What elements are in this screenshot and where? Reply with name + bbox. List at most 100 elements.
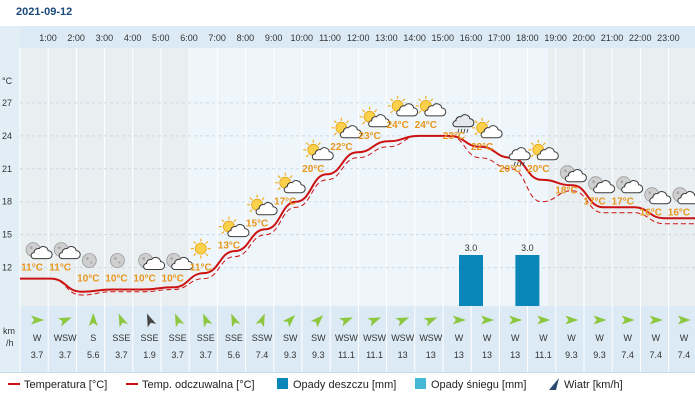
temp-label: 11°C: [190, 263, 212, 274]
sun-icon: [190, 238, 211, 259]
wind-direction-label: SSE: [112, 333, 130, 343]
wind-arrow-icon: [537, 315, 551, 325]
wind-direction-label: W: [595, 333, 604, 343]
storm-cloud-icon: [452, 114, 475, 133]
hour-label: 1:00: [39, 33, 57, 43]
wind-direction-label: WSW: [363, 333, 386, 343]
hour-label: 22:00: [629, 33, 652, 43]
hour-label: 10:00: [291, 33, 314, 43]
temp-label: 16°C: [640, 208, 662, 219]
temp-label: 18°C: [555, 186, 577, 197]
temperature-line: [20, 134, 695, 293]
legend-item: Opady deszczu [mm]: [277, 378, 396, 391]
moon-icon: [81, 253, 97, 268]
wind-direction-label: SW: [283, 333, 298, 343]
wind-arrow-icon: [593, 315, 607, 325]
wind-speed-label: 3.7: [200, 350, 213, 360]
rain-bars: [459, 255, 540, 306]
wind-direction-label: WSW: [391, 333, 414, 343]
wind-speed-label: 13: [454, 350, 464, 360]
legend-label: Temp. odczuwalna [°C]: [142, 379, 255, 391]
moon-cloud-icon: [166, 253, 194, 270]
temp-label: 13°C: [218, 241, 240, 252]
legend-label: Temperatura [°C]: [24, 379, 107, 391]
wind-speed-label: 13: [510, 350, 520, 360]
moon-cloud-icon: [25, 242, 53, 260]
temp-label: 24°C: [387, 120, 409, 131]
rain-value-label: 3.0: [465, 243, 478, 253]
hour-label: 23:00: [657, 33, 680, 43]
rain-bar: [515, 255, 540, 306]
y-tick-label: 18: [2, 197, 12, 207]
rain-bar: [459, 255, 483, 306]
wind-direction-label: WSW: [54, 333, 77, 343]
wind-arrow-icon: [565, 315, 579, 325]
hour-label: 8:00: [237, 33, 255, 43]
wind-speed-label: 9.3: [312, 350, 325, 360]
moon-cloud-icon: [616, 176, 644, 194]
wind-arrow-icon: [255, 313, 265, 328]
temp-label: 10°C: [77, 274, 99, 285]
wind-speed-label: 9.3: [593, 350, 606, 360]
temperature-labels: 11°C 11°C 10°C 10°C 10°C 10°C 11°C 13°C 15°C 17°C…: [21, 120, 690, 285]
wind-arrow-icon: [118, 313, 128, 328]
wind-arrow-icon: [146, 313, 157, 328]
wind-arrow-icon: [649, 315, 663, 325]
sun-cloud-icon: [528, 139, 559, 161]
wind-direction-label: WSW: [419, 333, 442, 343]
wind-arrow-icon: [203, 313, 213, 328]
legend: Temperatura [°C] Temp. odczuwalna [°C] Opa…: [8, 378, 623, 391]
temp-label: 10°C: [105, 274, 127, 285]
hour-label: 9:00: [265, 33, 283, 43]
legend-item: Wiatr [km/h]: [549, 378, 623, 391]
temp-label: 22°C: [471, 142, 493, 153]
legend-item: Opady śniegu [mm]: [415, 378, 526, 391]
temp-label: 10°C: [133, 274, 155, 285]
wind-speed-label: 11.1: [535, 350, 552, 360]
wind-speed-label: 7.4: [678, 350, 691, 360]
temp-label: 15°C: [246, 219, 268, 230]
legend-item: Temp. odczuwalna [°C]: [126, 379, 255, 391]
temp-label: 10°C: [162, 274, 184, 285]
temp-label: 23°C: [358, 131, 380, 142]
hour-label: 15:00: [432, 33, 455, 43]
wind-speed-label: 1.9: [143, 350, 156, 360]
wind-speed-label: 11.1: [366, 350, 383, 360]
wind-arrow-icon: [57, 317, 72, 327]
sun-cloud-icon: [275, 172, 306, 194]
hour-label: 16:00: [460, 33, 483, 43]
y-tick-label: 15: [2, 230, 12, 240]
temp-label: 17°C: [274, 197, 296, 208]
wind-direction-label: SSE: [169, 333, 187, 343]
wind-speed-label: 9.3: [565, 350, 578, 360]
temp-label: 16°C: [668, 208, 690, 219]
hour-label: 5:00: [152, 33, 170, 43]
legend-label: Opady śniegu [mm]: [431, 379, 526, 391]
hour-label: 6:00: [180, 33, 198, 43]
wind-direction-label: W: [567, 333, 576, 343]
temp-label: 20°C: [499, 164, 521, 175]
temp-label: 23°C: [443, 131, 465, 142]
temp-label: 17°C: [583, 197, 605, 208]
temp-label: 11°C: [21, 263, 43, 274]
wind-speed-label: 7.4: [650, 350, 663, 360]
moon-cloud-icon: [588, 176, 616, 194]
rain-value-label: 3.0: [521, 243, 534, 253]
wind-direction-label: SSE: [197, 333, 215, 343]
wind-speed-label: 13: [398, 350, 408, 360]
wind-direction-label: W: [511, 333, 520, 343]
wind-direction-label: SW: [311, 333, 326, 343]
wind-arrow-icon: [677, 315, 691, 325]
hour-label: 12:00: [347, 33, 370, 43]
wind-direction-label: W: [455, 333, 464, 343]
wind-arrow-icon: [367, 317, 382, 327]
sun-cloud-icon: [303, 139, 334, 161]
wind-unit-km: km: [3, 326, 15, 336]
wind-arrow-icon: [481, 315, 495, 325]
wind-speed-label: 3.7: [115, 350, 128, 360]
sun-cloud-icon: [359, 106, 391, 128]
moon-cloud-icon: [53, 242, 81, 260]
hour-label: 21:00: [601, 33, 624, 43]
wind-speed-label: 5.6: [228, 350, 241, 360]
